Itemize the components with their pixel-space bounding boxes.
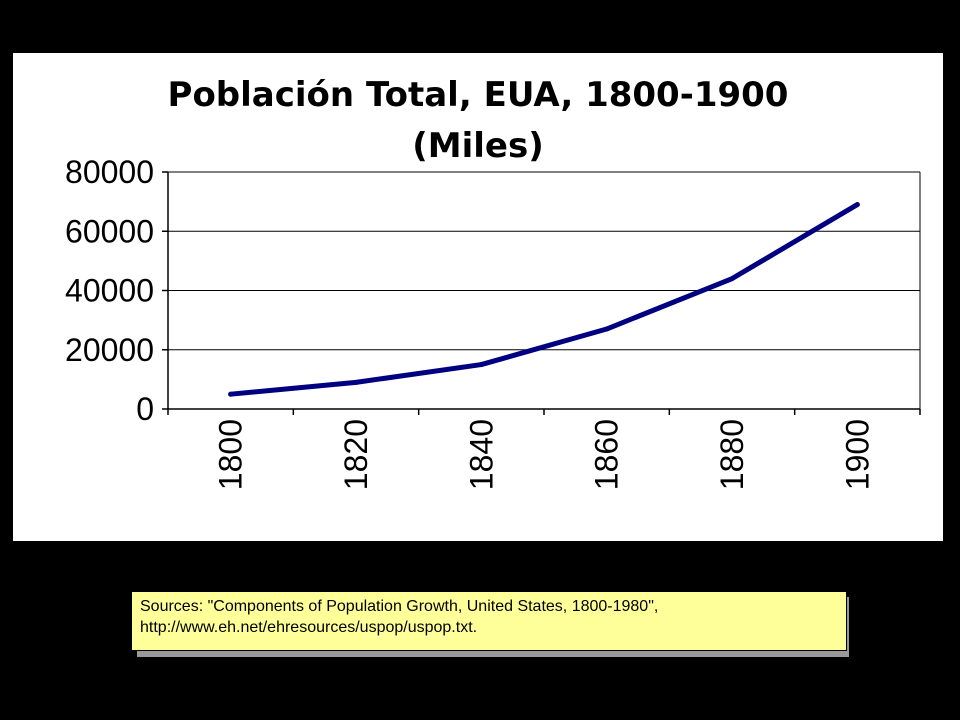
chart-subtitle: (Miles) [412, 126, 544, 166]
y-tick-label: 80000 [65, 154, 154, 190]
y-tick-label: 60000 [65, 213, 154, 249]
line-chart: 0 20000 40000 60000 80000 1800 1820 1840 1860 188… [65, 154, 921, 490]
data-point [854, 202, 860, 208]
data-point [729, 276, 735, 282]
x-tick-label: 1820 [338, 419, 374, 490]
data-point [604, 326, 610, 332]
series-line [228, 202, 860, 397]
chart-title: Población Total, EUA, 1800-1900 [167, 75, 789, 115]
x-tick-label: 1840 [463, 419, 499, 490]
sources-note: Sources: "Components of Population Growt… [131, 591, 847, 651]
data-point [228, 391, 234, 397]
chart-panel: 0 20000 40000 60000 80000 1800 1820 1840 1860 188… [13, 53, 943, 541]
y-tick-label: 0 [136, 391, 154, 427]
data-point [353, 379, 359, 385]
x-tick-label: 1900 [839, 419, 875, 490]
x-tick-label: 1860 [589, 419, 625, 490]
y-tick-label: 20000 [65, 332, 154, 368]
y-tick-label: 40000 [65, 273, 154, 309]
x-tick-label: 1800 [213, 419, 249, 490]
x-tick-label: 1880 [714, 419, 750, 490]
data-point [478, 362, 484, 368]
